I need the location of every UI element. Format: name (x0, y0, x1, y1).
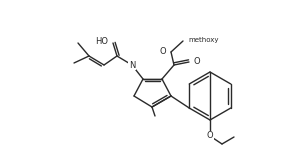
Text: O: O (159, 47, 166, 56)
Text: HO: HO (95, 36, 108, 45)
Text: O: O (207, 132, 213, 140)
Text: O: O (193, 56, 200, 65)
Text: methoxy: methoxy (188, 37, 218, 43)
Text: N: N (129, 60, 135, 69)
